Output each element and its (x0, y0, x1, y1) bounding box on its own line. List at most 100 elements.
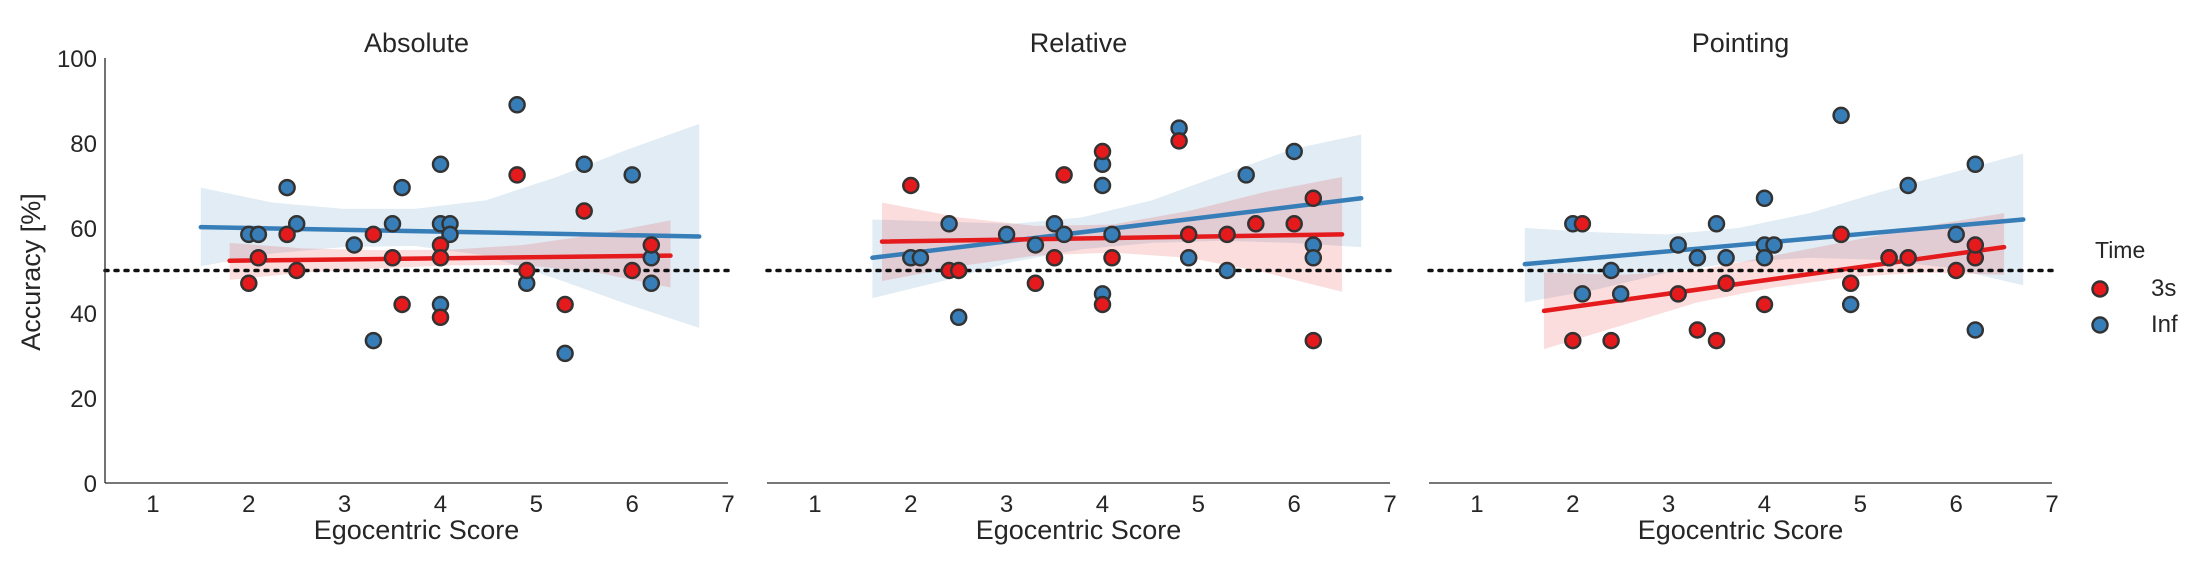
point-absolute-3s-13 (575, 202, 593, 220)
x-axis-label-relative: Egocentric Score (976, 515, 1182, 545)
y-tick-label-0: 0 (84, 471, 97, 498)
point-absolute-inf-7 (393, 178, 411, 197)
point-relative-3s-10 (1179, 225, 1198, 244)
point-pointing-inf-6 (1707, 215, 1726, 233)
point-relative-inf-2 (940, 215, 958, 233)
point-absolute-3s-15 (642, 236, 661, 254)
point-relative-inf-1 (911, 249, 930, 267)
y-axis-label: Accuracy [%] (16, 193, 46, 351)
point-pointing-inf-12 (1832, 106, 1850, 125)
legend-marker-3s (2091, 280, 2109, 298)
y-tick-label-40: 40 (70, 301, 97, 328)
point-pointing-3s-14 (1966, 236, 1985, 254)
legend-label-inf: Inf (2151, 311, 2178, 338)
point-absolute-inf-8 (431, 155, 450, 174)
x-tick-label-absolute-3: 3 (338, 491, 351, 518)
point-relative-3s-6 (1093, 295, 1112, 314)
x-tick-label-relative-4: 4 (1096, 491, 1109, 518)
x-tick-label-absolute-1: 1 (146, 491, 159, 518)
point-relative-3s-7 (1093, 142, 1112, 161)
legend-title: Time (2095, 237, 2145, 263)
point-relative-inf-5 (1026, 236, 1045, 254)
panel-relative: Relative 1 2 3 4 5 6 7 Egocentric Score (765, 28, 1397, 545)
point-absolute-3s-10 (508, 166, 526, 184)
panel-title-relative: Relative (1030, 28, 1128, 58)
point-pointing-3s-10 (1880, 249, 1898, 267)
point-pointing-3s-2 (1602, 331, 1620, 350)
point-pointing-inf-13 (1841, 295, 1860, 314)
x-tick-label-absolute-2: 2 (242, 491, 255, 518)
point-absolute-inf-16 (575, 155, 593, 174)
point-pointing-inf-3 (1611, 285, 1630, 303)
point-absolute-3s-14 (623, 261, 641, 280)
x-axis-label-pointing: Egocentric Score (1638, 515, 1844, 545)
point-relative-inf-16 (1285, 142, 1303, 161)
point-relative-3s-0 (902, 176, 920, 195)
point-relative-inf-4 (997, 225, 1016, 244)
x-tick-label-pointing-5: 5 (1854, 491, 1867, 518)
point-relative-inf-6 (1045, 215, 1064, 233)
point-absolute-3s-9 (431, 249, 450, 267)
y-tick-label-100: 100 (57, 46, 97, 73)
point-absolute-3s-6 (393, 295, 411, 314)
point-relative-inf-7 (1055, 225, 1073, 244)
point-pointing-inf-18 (1966, 321, 1985, 339)
point-absolute-3s-8 (431, 308, 450, 327)
x-tick-label-relative-2: 2 (904, 491, 917, 518)
x-tick-label-relative-7: 7 (1383, 491, 1396, 518)
legend-entry-3s: 3s (2091, 275, 2176, 302)
point-relative-inf-14 (1218, 261, 1236, 280)
point-pointing-inf-2 (1602, 261, 1620, 280)
point-pointing-3s-8 (1832, 225, 1850, 244)
point-relative-3s-15 (1304, 331, 1323, 350)
point-relative-inf-15 (1237, 166, 1255, 184)
point-pointing-inf-8 (1755, 189, 1774, 208)
point-relative-3s-5 (1055, 166, 1073, 184)
point-relative-inf-3 (949, 308, 968, 327)
x-tick-label-pointing-4: 4 (1758, 491, 1771, 518)
point-pointing-3s-3 (1669, 285, 1687, 303)
point-pointing-inf-5 (1688, 249, 1707, 267)
x-tick-label-absolute-7: 7 (721, 491, 734, 518)
x-tick-label-pointing-2: 2 (1566, 491, 1579, 518)
fit-line-absolute-3s (227, 253, 673, 263)
point-relative-3s-11 (1218, 225, 1236, 244)
point-absolute-inf-1 (249, 225, 268, 244)
point-pointing-inf-15 (1899, 176, 1917, 195)
point-absolute-3s-12 (556, 295, 574, 314)
point-relative-inf-18 (1304, 249, 1323, 267)
panel-title-absolute: Absolute (364, 28, 469, 58)
x-tick-label-relative-3: 3 (1000, 491, 1013, 518)
point-pointing-3s-5 (1707, 331, 1726, 350)
point-absolute-inf-15 (556, 344, 574, 363)
panel-pointing: Pointing 1 2 3 4 5 6 7 Egocentric Score (1427, 28, 2059, 545)
x-tick-label-relative-5: 5 (1192, 491, 1205, 518)
legend: Time 3s Inf (2091, 237, 2178, 338)
point-relative-3s-2 (949, 261, 968, 280)
point-relative-3s-14 (1304, 189, 1323, 208)
point-absolute-inf-17 (623, 166, 641, 184)
legend-label-3s: 3s (2151, 275, 2176, 302)
x-tick-label-absolute-6: 6 (625, 491, 638, 518)
point-pointing-inf-10 (1755, 249, 1774, 267)
point-pointing-3s-12 (1947, 261, 1965, 280)
point-pointing-3s-6 (1717, 274, 1735, 293)
point-pointing-3s-9 (1841, 274, 1860, 293)
point-absolute-inf-3 (287, 215, 306, 233)
x-tick-label-absolute-4: 4 (434, 491, 447, 518)
y-tick-label-80: 80 (70, 131, 97, 158)
legend-entry-inf: Inf (2091, 311, 2178, 338)
point-absolute-inf-6 (383, 215, 402, 233)
panel-absolute: Absolute 0 20 40 60 80 100 1 2 3 4 5 6 7 Egocentric Sc… (57, 28, 735, 545)
x-tick-label-pointing-1: 1 (1470, 491, 1483, 518)
point-absolute-3s-2 (278, 225, 296, 244)
point-absolute-3s-0 (240, 274, 258, 293)
ci-band-pointing-inf (1524, 153, 2024, 303)
panel-title-pointing: Pointing (1692, 28, 1790, 58)
point-absolute-3s-1 (249, 249, 268, 267)
point-pointing-3s-7 (1755, 295, 1774, 314)
x-tick-label-pointing-7: 7 (2045, 491, 2058, 518)
point-relative-inf-11 (1103, 225, 1121, 244)
point-pointing-inf-17 (1966, 155, 1985, 174)
